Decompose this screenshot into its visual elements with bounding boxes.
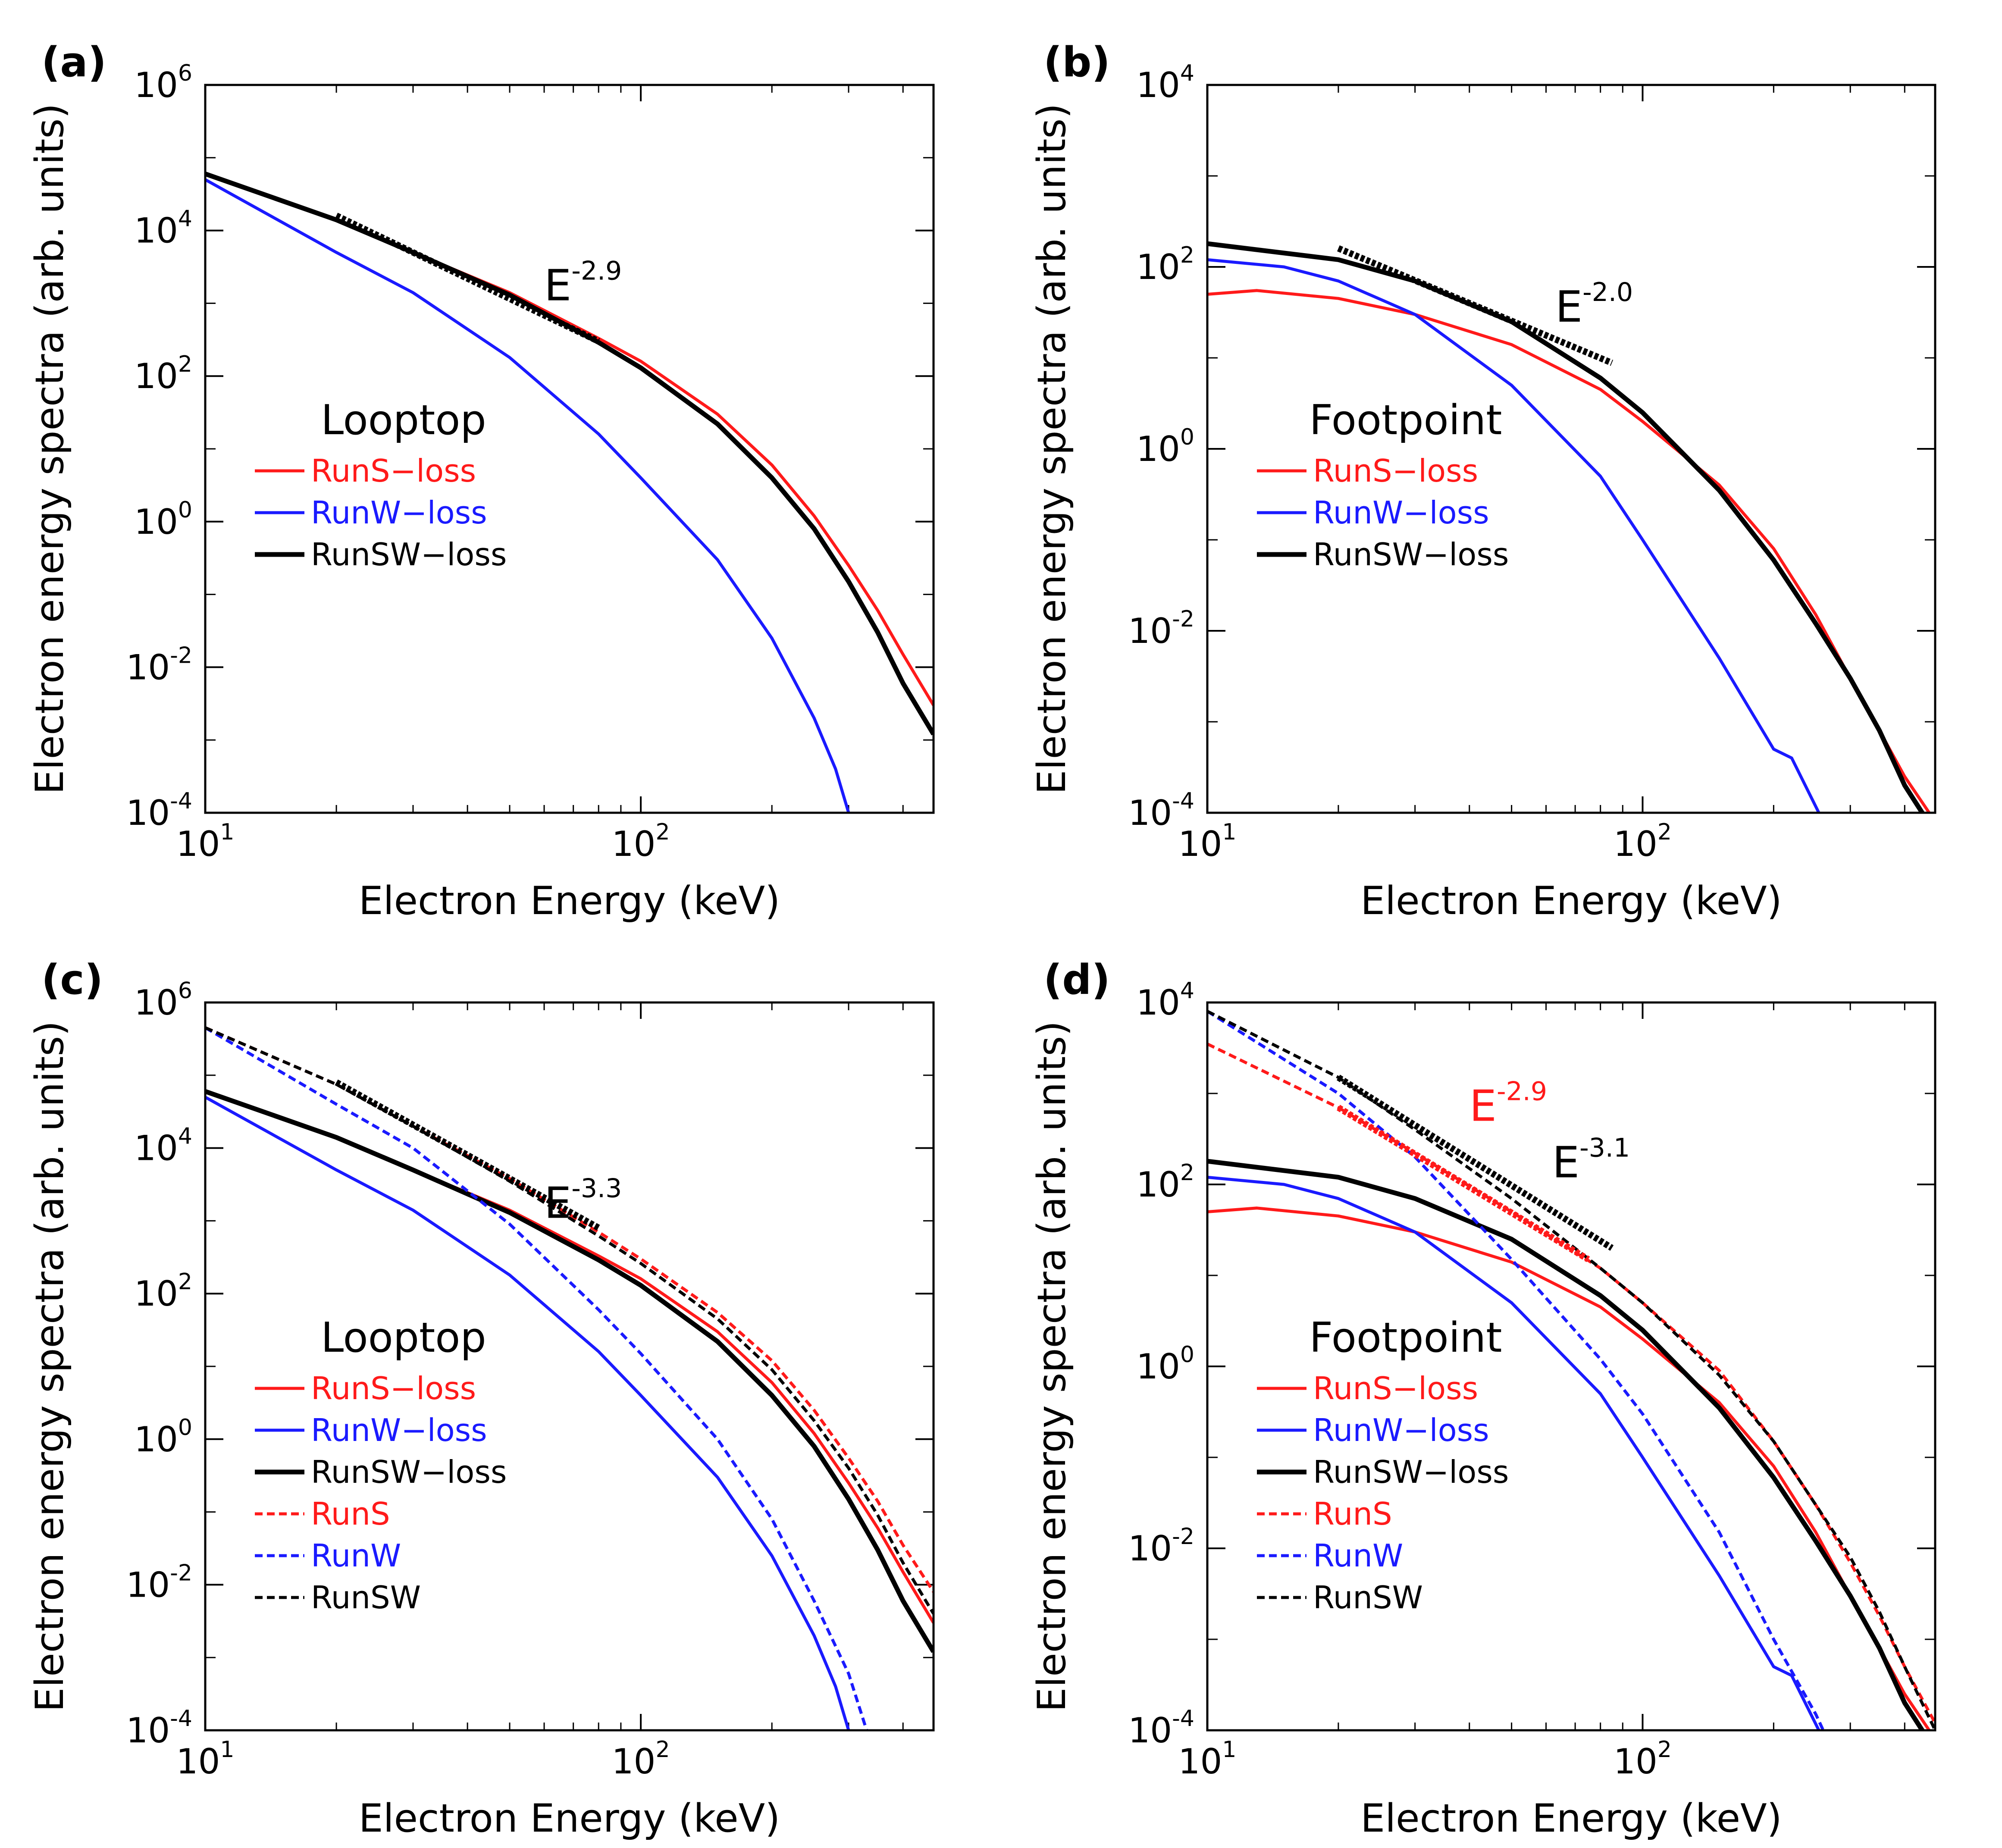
y-tick-label: 106 [134,60,192,105]
legend-label: RunW [1313,1538,1403,1574]
series-line-runw-loss [1207,1175,1821,1730]
y-axis-label: Electron energy spectra (arb. units) [1029,1021,1075,1712]
legend-label: RunSW−loss [1313,1454,1509,1490]
power-law-annotation: E-2.9 [544,256,622,310]
y-tick-label: 102 [1136,1160,1194,1205]
legend-label: RunSW [1313,1579,1423,1616]
panel-letter: (a) [41,39,107,86]
x-tick-label: 102 [1614,1737,1672,1782]
legend-label: RunS [1313,1496,1392,1532]
series-line-runsw-loss [1207,1159,1925,1730]
series-line-runw-loss [1207,258,1821,813]
panel-letter: (d) [1043,956,1110,1004]
y-tick-label: 106 [134,978,192,1023]
power-law-fit-line [335,1079,600,1231]
series-line-runw [205,1026,868,1730]
x-tick-label: 101 [1178,819,1237,864]
legend-label: RunW−loss [311,495,487,531]
panel-d: (d) 101 102 10-4 10-2 100 102 104 Electron Energ… [1029,956,1936,1841]
legend-label: RunW−loss [1313,1412,1489,1448]
x-tick-label: 101 [176,1737,235,1782]
panel-b: (b) 101 102 10-4 10-2 100 102 104 Electron Energ… [1029,39,1936,924]
y-tick-label: 104 [1136,60,1194,105]
power-law-annotation: E-3.1 [1552,1133,1630,1187]
legend-label: RunSW−loss [311,536,507,573]
y-tick-label: 104 [134,206,192,251]
series-line-runw-loss [205,178,850,813]
series-line-runsw [1207,1010,1935,1730]
legend-label: RunSW−loss [1313,536,1509,573]
region-label: Looptop [321,1314,486,1362]
region-label: Footpoint [1309,1314,1502,1362]
power-law-fit-line [1336,1105,1590,1262]
legend-label: RunS−loss [1313,453,1478,489]
plot-area [205,1026,934,1730]
y-axis-label: Electron energy spectra (arb. units) [1029,103,1075,795]
power-law-annotation: E-2.0 [1555,277,1633,332]
legend-label: RunW−loss [1313,495,1489,531]
legend-label: RunSW [311,1579,421,1616]
axes-frame [1206,84,1936,814]
plot-area [205,172,934,813]
y-tick-label: 104 [134,1124,192,1168]
series-line-runs [1207,1043,1935,1724]
y-tick-label: 104 [1136,978,1194,1023]
y-tick-label: 10-4 [126,788,192,833]
legend-label: RunW−loss [311,1412,487,1448]
x-tick-label: 102 [1614,819,1672,864]
legend-label: RunS−loss [311,1370,476,1406]
plot-area [1207,241,1931,813]
y-tick-label: 10-2 [1128,1524,1194,1569]
series-line-runw-loss [205,1096,850,1730]
x-tick-label: 102 [612,1737,670,1782]
legend-label: RunW [311,1538,401,1574]
legend-label: RunS [311,1496,390,1532]
y-tick-label: 10-4 [1128,788,1194,833]
y-axis-label: Electron energy spectra (arb. units) [27,103,72,795]
y-axis-label: Electron energy spectra (arb. units) [27,1021,72,1712]
y-tick-label: 100 [134,1415,192,1460]
power-law-fit-line [335,213,600,345]
y-tick-label: 10-4 [1128,1706,1194,1751]
y-tick-label: 100 [1136,1342,1194,1387]
panel-a: (a) 101 102 10-4 10-2 100 102 104 106 Electron En… [27,39,935,924]
power-law-fit-line [1337,245,1614,366]
region-label: Footpoint [1309,397,1502,444]
x-axis-label: Electron Energy (keV) [359,878,780,924]
power-law-annotation: E-3.3 [544,1173,622,1228]
x-tick-label: 102 [612,819,670,864]
y-tick-label: 100 [134,497,192,542]
region-label: Looptop [321,397,486,444]
power-law-fit-line [1336,1074,1614,1251]
series-line-runsw-loss [205,1089,934,1653]
axes-frame [1206,1001,1936,1732]
y-tick-label: 10-2 [126,1560,192,1605]
panel-letter: (c) [41,956,103,1004]
x-axis-label: Electron Energy (keV) [1360,878,1782,924]
y-tick-label: 102 [134,1269,192,1314]
panel-letter: (b) [1043,39,1110,86]
x-axis-label: Electron Energy (keV) [1360,1796,1782,1841]
x-tick-label: 101 [1178,1737,1237,1782]
y-tick-label: 102 [1136,242,1194,287]
power-law-annotation: E-2.9 [1469,1077,1547,1131]
legend-label: RunSW−loss [311,1454,507,1490]
panel-c: (c) 101 102 10-4 10-2 100 102 104 106 Electron En… [27,956,935,1841]
y-tick-label: 102 [134,351,192,396]
plot-area [1207,1010,1935,1730]
legend-label: RunS−loss [311,453,476,489]
series-line-runsw-loss [1207,241,1925,813]
axes-frame [204,1001,935,1732]
axes-frame [204,84,935,814]
legend-label: RunS−loss [1313,1370,1478,1406]
y-tick-label: 10-2 [126,642,192,687]
x-axis-label: Electron Energy (keV) [359,1796,780,1841]
x-tick-label: 101 [176,819,235,864]
y-tick-label: 10-4 [126,1706,192,1751]
y-tick-label: 100 [1136,424,1194,469]
y-tick-label: 10-2 [1128,606,1194,651]
